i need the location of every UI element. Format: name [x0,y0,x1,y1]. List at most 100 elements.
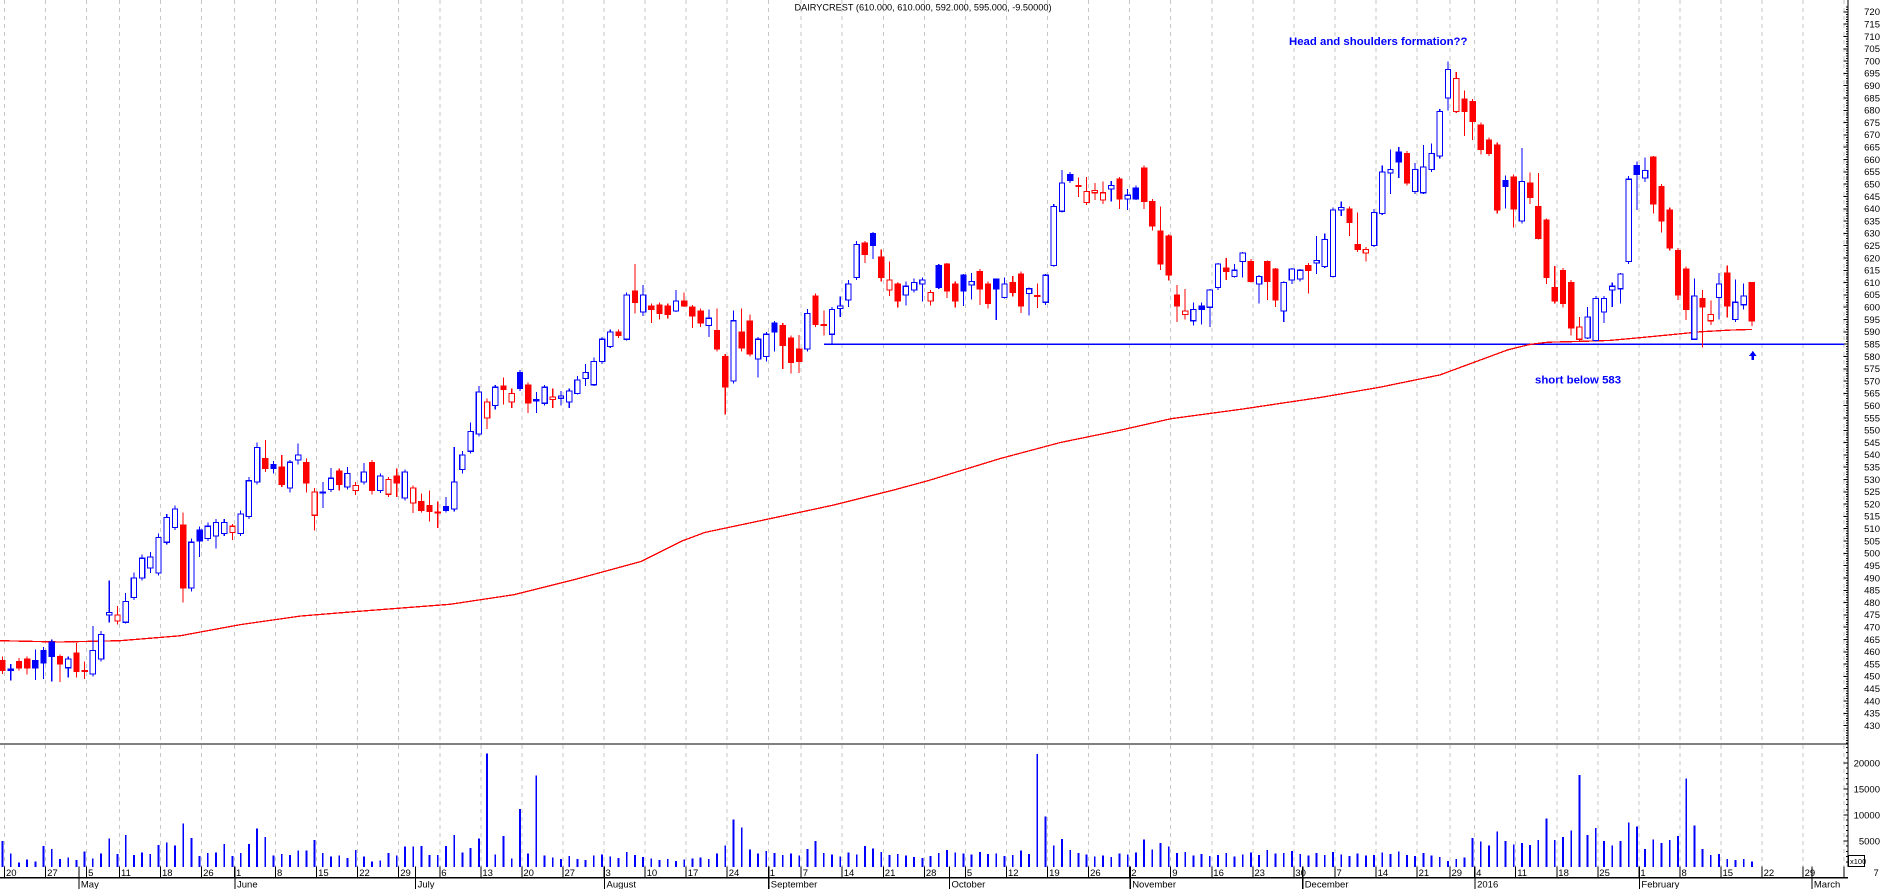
svg-text:600: 600 [1864,303,1880,314]
svg-text:1: 1 [770,868,775,879]
svg-text:14: 14 [1378,868,1389,879]
svg-text:475: 475 [1864,610,1880,621]
svg-text:690: 690 [1864,81,1880,92]
svg-text:7: 7 [1337,868,1342,879]
svg-text:August: August [607,880,637,890]
svg-text:645: 645 [1864,192,1880,203]
svg-text:December: December [1305,880,1349,890]
svg-text:590: 590 [1864,327,1880,338]
svg-text:5: 5 [967,868,972,879]
svg-text:630: 630 [1864,229,1880,240]
svg-text:580: 580 [1864,352,1880,363]
svg-text:680: 680 [1864,106,1880,117]
svg-text:8: 8 [1682,868,1687,879]
svg-text:465: 465 [1864,635,1880,646]
svg-text:11: 11 [121,868,131,879]
svg-text:28: 28 [926,868,937,879]
svg-text:495: 495 [1864,561,1880,572]
svg-text:710: 710 [1864,32,1880,43]
svg-text:26: 26 [1090,868,1101,879]
svg-text:29: 29 [400,868,411,879]
svg-text:20: 20 [6,868,17,879]
svg-text:1: 1 [1640,868,1645,879]
svg-text:650: 650 [1864,179,1880,190]
svg-text:500: 500 [1864,549,1880,560]
svg-text:430: 430 [1864,721,1880,732]
svg-text:665: 665 [1864,143,1880,154]
svg-text:675: 675 [1864,118,1880,129]
svg-text:16: 16 [1213,868,1224,879]
svg-text:13: 13 [482,868,493,879]
svg-text:23: 23 [1254,868,1265,879]
svg-text:11: 11 [1517,868,1527,879]
svg-text:27: 27 [565,868,576,879]
svg-text:10: 10 [647,868,658,879]
svg-text:695: 695 [1864,69,1880,80]
svg-text:18: 18 [162,868,173,879]
svg-text:715: 715 [1864,19,1880,30]
svg-text:8: 8 [277,868,282,879]
svg-text:575: 575 [1864,364,1880,375]
svg-text:1: 1 [236,868,241,879]
svg-text:Head and shoulders formation??: Head and shoulders formation?? [1289,36,1468,48]
svg-text:18: 18 [1558,868,1569,879]
svg-text:June: June [237,880,258,890]
svg-text:640: 640 [1864,204,1880,215]
svg-text:15000: 15000 [1854,784,1880,795]
svg-text:655: 655 [1864,167,1880,178]
svg-text:660: 660 [1864,155,1880,166]
svg-text:515: 515 [1864,512,1880,523]
svg-text:700: 700 [1864,56,1880,67]
svg-text:October: October [952,880,986,890]
svg-text:November: November [1132,880,1176,890]
svg-text:685: 685 [1864,93,1880,104]
svg-text:555: 555 [1864,413,1880,424]
svg-text:7: 7 [1874,868,1879,879]
svg-text:15: 15 [318,868,329,879]
svg-text:2016: 2016 [1477,880,1498,890]
svg-text:505: 505 [1864,536,1880,547]
svg-text:535: 535 [1864,463,1880,474]
svg-text:6: 6 [441,868,446,879]
svg-text:670: 670 [1864,130,1880,141]
svg-text:4: 4 [1476,868,1481,879]
svg-text:DAIRYCREST (610.000, 610.000,: DAIRYCREST (610.000, 610.000, 592.000, 5… [794,3,1051,13]
svg-text:15: 15 [1723,868,1734,879]
svg-text:635: 635 [1864,216,1880,227]
svg-text:March: March [1814,880,1840,890]
svg-text:545: 545 [1864,438,1880,449]
svg-text:445: 445 [1864,684,1880,695]
svg-text:460: 460 [1864,647,1880,658]
svg-text:29: 29 [1452,868,1463,879]
svg-text:510: 510 [1864,524,1880,535]
svg-text:27: 27 [47,868,58,879]
svg-text:25: 25 [1599,868,1610,879]
svg-text:x100: x100 [1850,857,1866,866]
svg-text:May: May [81,880,99,890]
svg-text:5: 5 [88,868,93,879]
svg-text:21: 21 [885,868,896,879]
svg-text:30: 30 [1295,868,1306,879]
svg-text:615: 615 [1864,266,1880,277]
svg-text:20000: 20000 [1854,758,1880,769]
svg-text:610: 610 [1864,278,1880,289]
svg-text:530: 530 [1864,475,1880,486]
svg-text:24: 24 [729,868,740,879]
svg-text:February: February [1641,880,1679,890]
svg-text:720: 720 [1864,7,1880,18]
svg-text:440: 440 [1864,696,1880,707]
svg-text:570: 570 [1864,376,1880,387]
svg-text:450: 450 [1864,672,1880,683]
svg-text:485: 485 [1864,586,1880,597]
svg-text:705: 705 [1864,44,1880,55]
svg-text:7: 7 [803,868,808,879]
svg-text:17: 17 [688,868,699,879]
svg-text:625: 625 [1864,241,1880,252]
svg-text:10000: 10000 [1854,810,1880,821]
svg-text:3: 3 [606,868,611,879]
svg-text:12: 12 [1008,868,1019,879]
svg-text:21: 21 [1419,868,1430,879]
svg-text:20: 20 [523,868,534,879]
svg-text:520: 520 [1864,499,1880,510]
svg-text:26: 26 [203,868,214,879]
